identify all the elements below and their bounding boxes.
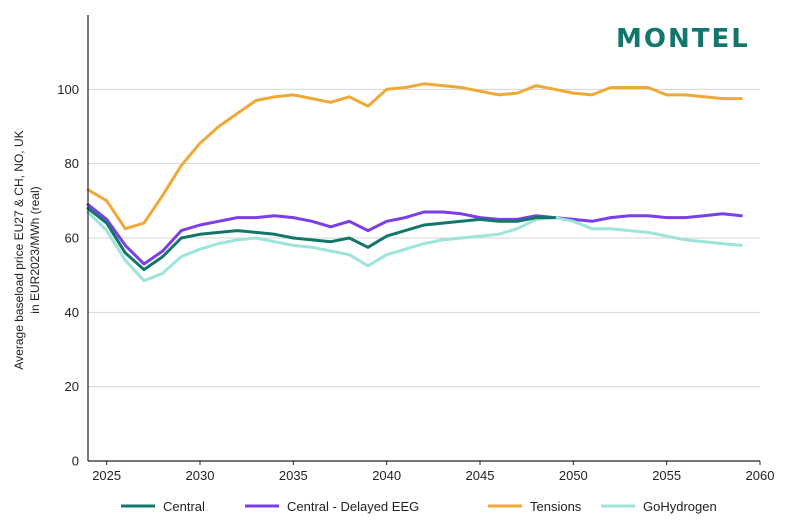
x-tick-label: 2045 — [466, 468, 495, 483]
series-line-gohydrogen — [86, 210, 743, 283]
series-line-tensions — [86, 82, 743, 231]
grid-lines — [88, 88, 760, 388]
x-tick-label: 2040 — [372, 468, 401, 483]
series-lines — [86, 82, 743, 283]
x-tick-label: 2050 — [559, 468, 588, 483]
series-line-central — [86, 206, 557, 272]
legend-label: Central - Delayed EEG — [287, 499, 419, 514]
x-tick-label: 2030 — [186, 468, 215, 483]
legend: Central Central - Delayed EEG Tensions GoHy… — [121, 499, 717, 514]
legend-label: GoHydrogen — [643, 499, 717, 514]
x-tick-label: 2060 — [746, 468, 775, 483]
y-tick-label: 0 — [72, 454, 79, 469]
x-tick-label: 2025 — [92, 468, 121, 483]
y-tick-labels: 0 20 40 60 80 100 — [57, 82, 79, 469]
y-tick-label: 60 — [65, 231, 79, 246]
y-tick-label: 100 — [57, 82, 79, 97]
legend-label: Tensions — [530, 499, 582, 514]
montel-logo: MONTEL — [616, 24, 750, 54]
y-tick-label: 20 — [65, 379, 79, 394]
series-line-central-delayed-eeg — [86, 203, 743, 266]
y-axis-label-line2: in EUR2023/MWh (real) — [28, 186, 42, 313]
legend-label: Central — [163, 499, 205, 514]
y-axis-label: Average baseload price EU27 & CH, NO, UK… — [12, 130, 42, 369]
y-axis-label-line1: Average baseload price EU27 & CH, NO, UK — [12, 130, 26, 369]
x-tick-labels: 2025 2030 2035 2040 2045 2050 2055 2060 — [92, 461, 774, 483]
x-tick-label: 2055 — [652, 468, 681, 483]
y-tick-label: 80 — [65, 156, 79, 171]
y-tick-label: 40 — [65, 305, 79, 320]
x-tick-label: 2035 — [279, 468, 308, 483]
